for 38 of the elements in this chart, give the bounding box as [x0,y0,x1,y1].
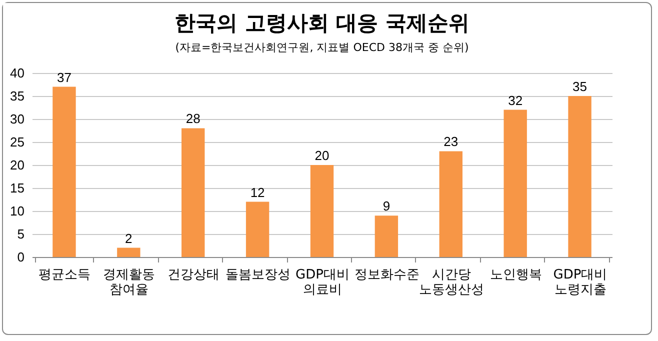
bar [439,151,462,257]
y-tick-label: 0 [17,250,24,264]
data-label: 9 [382,198,390,214]
y-tick-label: 40 [10,66,24,80]
y-tick-label: 15 [10,180,24,196]
x-tick-label: 정보화수준 [354,268,420,282]
y-tick-label: 25 [10,134,24,150]
chart-title: 한국의 고령사회 대응 국제순위 [174,11,470,35]
x-tick-label: 평균소득 [38,268,91,282]
x-tick-label: GDP대비 의료비 [296,268,350,298]
bar [182,128,205,257]
data-label: 2 [125,230,132,246]
y-tick-label: 5 [17,226,24,242]
bar [310,165,334,257]
data-label: 20 [314,148,330,163]
bar [52,86,76,257]
x-tick-label: 노인행복 [490,268,542,282]
chart-subtitle: (자료=한국보건사회연구원, 지표별 OECD 38개국 중 순위) [175,41,469,54]
data-label: 12 [250,184,265,200]
x-tick-label: 건강상태 [168,268,220,282]
bar [568,96,592,257]
x-tick-label: 시간당 노동생산성 [418,268,484,298]
bar [374,216,398,257]
bar [246,202,270,257]
data-label: 35 [572,79,588,94]
data-label: 28 [186,111,200,126]
x-tick-label: 경제활동 참여율 [103,268,156,298]
data-label: 23 [444,134,458,150]
x-tick-label: 돌봄보장성 [226,268,291,282]
y-tick-label: 20 [10,158,24,172]
y-tick-label: 35 [10,88,24,104]
x-tick-label: GDP대비 노령지출 [553,268,608,298]
y-tick-label: 30 [10,112,24,126]
y-tick-label: 10 [10,204,24,218]
bar [117,248,140,257]
data-label: 37 [56,70,72,85]
data-label: 32 [508,92,523,108]
bar [504,110,527,257]
